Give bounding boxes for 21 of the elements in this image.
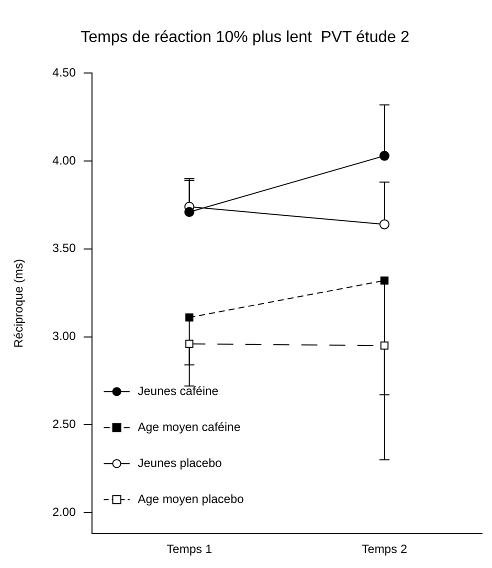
legend-label: Jeunes placebo: [138, 456, 222, 470]
point: [185, 313, 194, 322]
legend-label: Jeunes caféine: [138, 384, 219, 398]
y-tick-label: 2.50: [52, 416, 76, 431]
x-tick-label: Temps 2: [362, 542, 408, 556]
point: [185, 340, 194, 348]
y-tick-label: 3.00: [52, 329, 76, 344]
point: [379, 150, 390, 161]
y-tick-label: 4.00: [52, 153, 76, 168]
y-tick-label: 4.50: [52, 66, 76, 80]
y-tick-label: 2.00: [52, 504, 76, 519]
y-tick-label: 3.50: [52, 241, 76, 256]
x-tick-label: Temps 1: [166, 542, 212, 556]
legend-label: Age moyen placebo: [138, 492, 244, 506]
point: [379, 219, 390, 230]
point: [184, 207, 194, 218]
point: [380, 342, 388, 350]
point: [380, 276, 388, 285]
chart-title: Temps de réaction 10% plus lent PVT étude 2: [80, 29, 410, 46]
legend-label: Age moyen caféine: [138, 420, 241, 434]
y-axis-title: Réciproque (ms): [12, 259, 26, 348]
